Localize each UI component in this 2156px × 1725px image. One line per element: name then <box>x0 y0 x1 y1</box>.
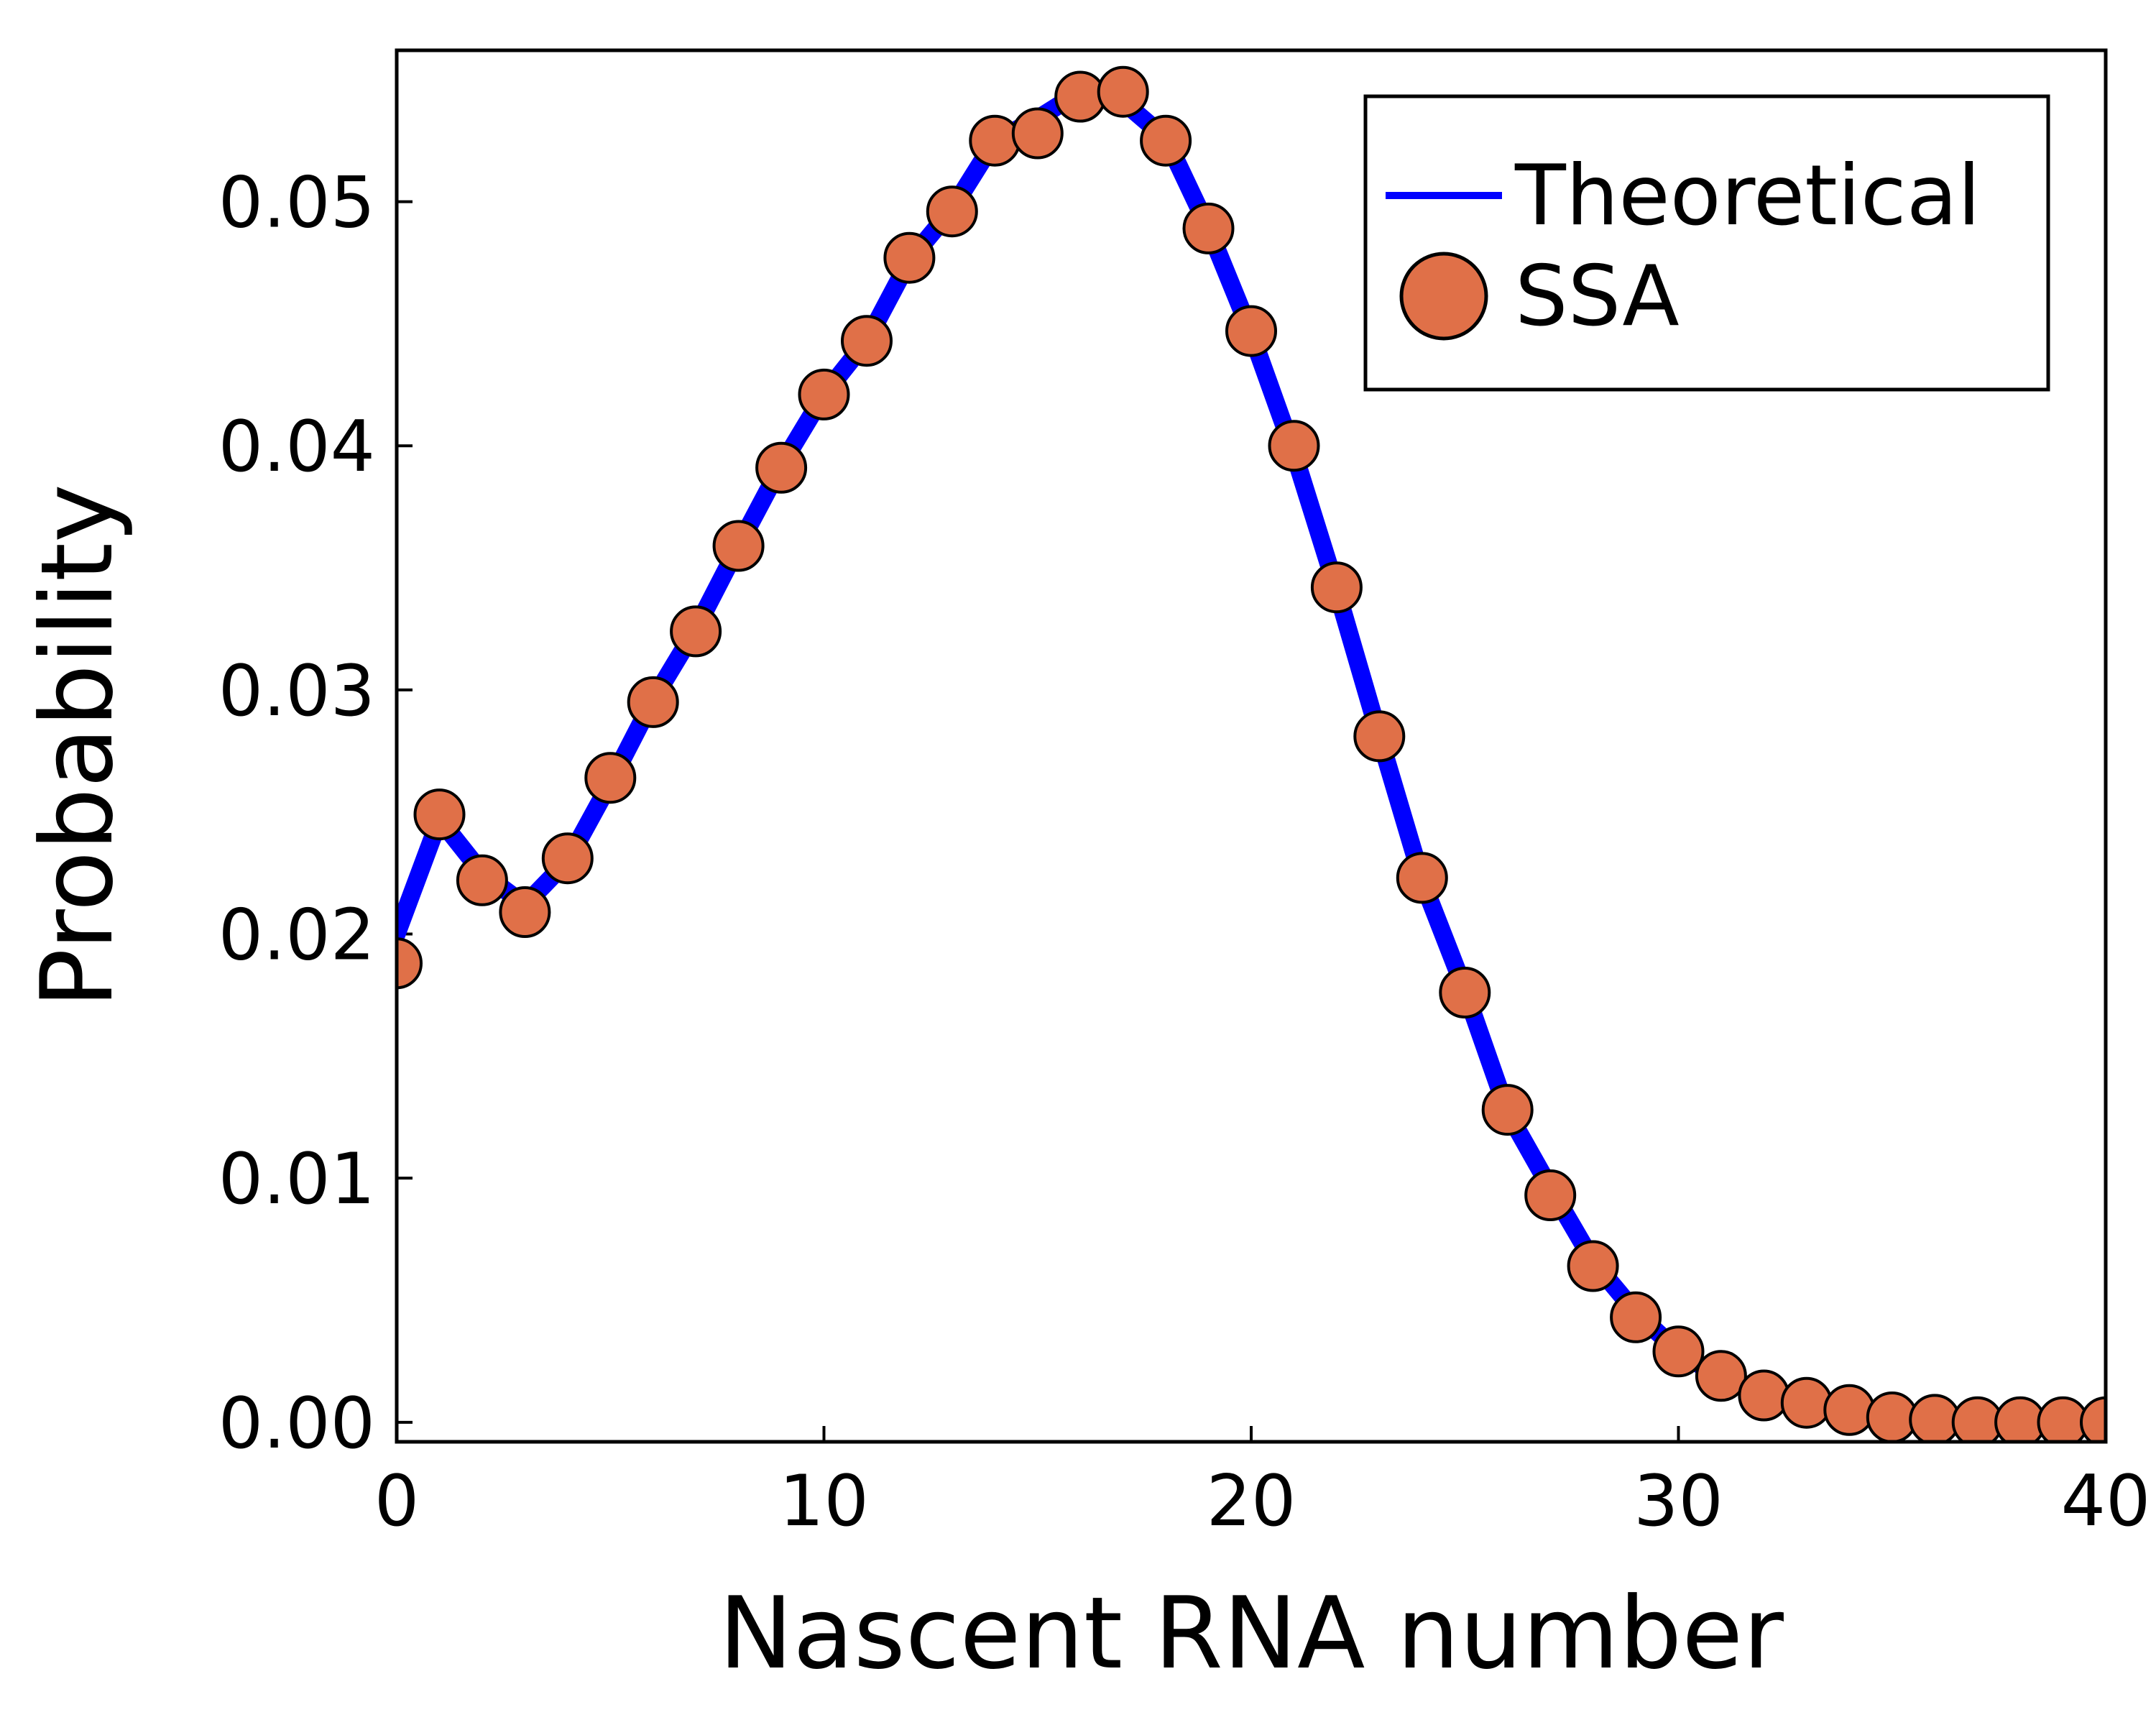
ssa-point <box>1225 305 1277 357</box>
y-tick-label: 0.02 <box>218 895 375 977</box>
ssa-point <box>1652 1325 1705 1378</box>
ssa-point <box>1780 1376 1833 1429</box>
ssa-point <box>798 368 850 420</box>
x-axis-title: Nascent RNA number <box>719 1576 1784 1691</box>
ssa-point <box>1524 1169 1577 1221</box>
ssa-point <box>1182 202 1235 254</box>
ssa-point <box>926 185 978 238</box>
legend-box <box>1363 94 2050 392</box>
ssa-point <box>1695 1350 1747 1402</box>
y-tick-label: 0.03 <box>218 650 375 732</box>
ssa-point <box>584 752 637 804</box>
ssa-point <box>1439 967 1491 1018</box>
y-tick-label: 0.05 <box>218 162 375 244</box>
tick-labels: 0 10 20 30 40 0.00 0.01 0.02 0.03 0.04 0.05 <box>218 162 2151 1542</box>
ssa-point <box>2080 1396 2106 1442</box>
ssa-point <box>1011 107 1064 160</box>
ssa-point <box>499 886 551 938</box>
ssa-point <box>1610 1291 1662 1343</box>
ssa-point <box>883 231 936 284</box>
ssa-point <box>1481 1084 1534 1136</box>
y-tick-label: 0.04 <box>218 406 375 488</box>
ssa-point <box>841 315 893 367</box>
ssa-point <box>456 854 508 906</box>
ssa-point <box>627 676 679 728</box>
ssa-point <box>1054 70 1107 123</box>
ssa-point <box>397 937 423 990</box>
ssa-point <box>755 441 808 494</box>
legend: Theoretical SSA <box>1363 94 2050 392</box>
x-tick-label: 0 <box>374 1460 419 1542</box>
plot-content <box>397 65 2106 1442</box>
ssa-point <box>1268 420 1320 472</box>
ssa-point <box>1097 65 1149 118</box>
y-tick-label: 0.00 <box>218 1383 375 1465</box>
legend-label-ssa: SSA <box>1515 248 1680 345</box>
ssa-point <box>1738 1369 1790 1422</box>
ssa-point <box>413 788 466 841</box>
ssa-point <box>1353 710 1406 763</box>
ssa-point <box>1140 114 1192 167</box>
x-tick-label: 30 <box>1634 1460 1723 1542</box>
ssa-point <box>969 114 1021 167</box>
ssa-point <box>670 605 722 658</box>
ssa-point <box>1310 561 1363 614</box>
ssa-point <box>712 520 765 572</box>
series-points-ssa <box>397 65 2106 1442</box>
ssa-point <box>1396 852 1448 904</box>
ssa-point <box>1567 1240 1619 1292</box>
x-tick-label: 10 <box>779 1460 869 1542</box>
ssa-point <box>1823 1384 1876 1436</box>
x-tick-label: 20 <box>1207 1460 1296 1542</box>
legend-label-theoretical: Theoretical <box>1514 147 1981 244</box>
ssa-point <box>541 832 594 885</box>
plot-frame <box>395 48 2108 1444</box>
y-axis-title: Probability <box>19 484 135 1008</box>
legend-marker-swatch <box>1399 252 1488 341</box>
x-tick-label: 40 <box>2061 1460 2151 1542</box>
y-tick-label: 0.01 <box>218 1138 375 1220</box>
